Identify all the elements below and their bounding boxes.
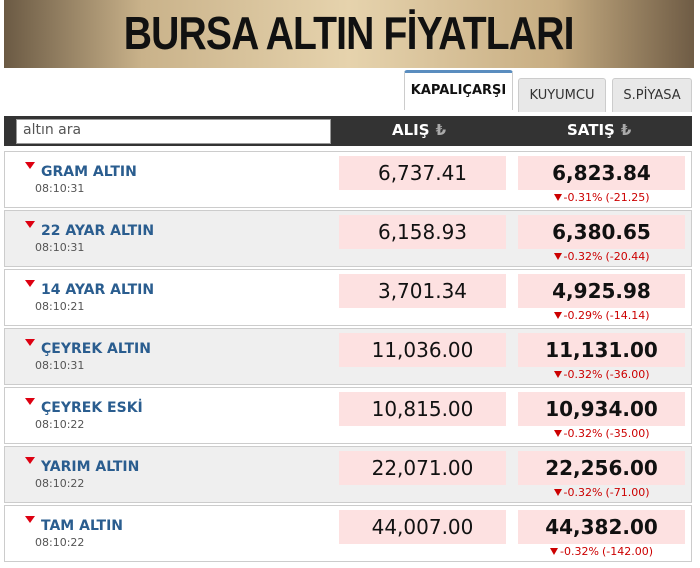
sell-header: SATIŞ ₺	[567, 121, 631, 139]
buy-price: 6,737.41	[339, 156, 506, 190]
down-arrow	[25, 280, 35, 287]
down-arrow	[25, 457, 35, 464]
down-arrow	[25, 516, 35, 523]
price-row[interactable]: ÇEYREK ALTIN 08:10:31 11,036.00 11,131.00 -0…	[4, 328, 692, 385]
update-time: 08:10:31	[35, 182, 85, 195]
change-amount: (-142.00)	[601, 545, 653, 558]
change-amount: (-71.00)	[605, 486, 650, 499]
change-amount: (-35.00)	[605, 427, 650, 440]
price-row[interactable]: TAM ALTIN 08:10:22 44,007.00 44,382.00 -0.32…	[4, 505, 692, 562]
change: -0.31% (-21.25)	[518, 191, 685, 204]
gold-name[interactable]: TAM ALTIN	[41, 518, 124, 534]
buy-price: 6,158.93	[339, 215, 506, 249]
down-arrow	[25, 221, 35, 228]
buy-label: ALIŞ	[392, 121, 430, 139]
change: -0.32% (-71.00)	[518, 486, 685, 499]
update-time: 08:10:22	[35, 418, 85, 431]
sell-price: 22,256.00	[518, 451, 685, 485]
change: -0.32% (-20.44)	[518, 250, 685, 263]
price-row[interactable]: 22 AYAR ALTIN 08:10:31 6,158.93 6,380.65 -0.…	[4, 210, 692, 267]
change: -0.32% (-36.00)	[518, 368, 685, 381]
page-title: BURSA ALTIN FİYATLARI	[124, 7, 575, 59]
buy-header: ALIŞ ₺	[392, 121, 446, 139]
change-arrow	[553, 371, 562, 378]
change-amount: (-20.44)	[605, 250, 650, 263]
down-arrow	[25, 398, 35, 405]
sell-price: 6,823.84	[518, 156, 685, 190]
gold-name[interactable]: 14 AYAR ALTIN	[41, 282, 155, 298]
sell-price: 6,380.65	[518, 215, 685, 249]
update-time: 08:10:22	[35, 477, 85, 490]
down-arrow	[25, 162, 35, 169]
change-percent: -0.31%	[563, 191, 603, 204]
currency-icon: ₺	[620, 121, 632, 139]
change: -0.32% (-142.00)	[518, 545, 685, 558]
change-amount: (-14.14)	[605, 309, 650, 322]
price-row[interactable]: GRAM ALTIN 08:10:31 6,737.41 6,823.84 -0.31%…	[4, 151, 692, 208]
change-percent: -0.32%	[563, 427, 603, 440]
change-arrow	[553, 194, 562, 201]
gold-name[interactable]: 22 AYAR ALTIN	[41, 223, 155, 239]
buy-price: 3,701.34	[339, 274, 506, 308]
gold-name[interactable]: ÇEYREK ESKİ	[41, 400, 143, 416]
update-time: 08:10:21	[35, 300, 85, 313]
sell-price: 44,382.00	[518, 510, 685, 544]
price-row[interactable]: 14 AYAR ALTIN 08:10:21 3,701.34 4,925.98 -0.…	[4, 269, 692, 326]
change: -0.32% (-35.00)	[518, 427, 685, 440]
tab[interactable]: S.PİYASA	[612, 78, 692, 112]
update-time: 08:10:31	[35, 241, 85, 254]
table-header: altın ara ALIŞ ₺ SATIŞ ₺	[4, 116, 692, 146]
currency-icon: ₺	[435, 121, 446, 139]
down-arrow	[25, 339, 35, 346]
change-amount: (-21.25)	[605, 191, 650, 204]
gold-name[interactable]: ÇEYREK ALTIN	[41, 341, 151, 357]
sell-price: 10,934.00	[518, 392, 685, 426]
search-input[interactable]: altın ara	[16, 119, 331, 144]
change-arrow	[550, 548, 559, 555]
price-row[interactable]: YARIM ALTIN 08:10:22 22,071.00 22,256.00 -0.…	[4, 446, 692, 503]
change-percent: -0.32%	[560, 545, 599, 558]
change-arrow	[553, 253, 562, 260]
sell-price: 11,131.00	[518, 333, 685, 367]
change-amount: (-36.00)	[605, 368, 650, 381]
buy-price: 44,007.00	[339, 510, 506, 544]
buy-price: 11,036.00	[339, 333, 506, 367]
update-time: 08:10:22	[35, 536, 85, 549]
change-arrow	[553, 430, 562, 437]
buy-price: 22,071.00	[339, 451, 506, 485]
sell-price: 4,925.98	[518, 274, 685, 308]
buy-price: 10,815.00	[339, 392, 506, 426]
change: -0.29% (-14.14)	[518, 309, 685, 322]
price-row[interactable]: ÇEYREK ESKİ 08:10:22 10,815.00 10,934.00 -0.…	[4, 387, 692, 444]
banner: BURSA ALTIN FİYATLARI	[4, 0, 694, 68]
tab[interactable]: KAPALIÇARŞI	[404, 70, 513, 110]
change-percent: -0.32%	[563, 250, 603, 263]
change-percent: -0.32%	[563, 368, 603, 381]
change-percent: -0.29%	[563, 309, 603, 322]
sell-label: SATIŞ	[567, 121, 615, 139]
change-arrow	[553, 312, 562, 319]
change-arrow	[553, 489, 562, 496]
gold-name[interactable]: GRAM ALTIN	[41, 164, 137, 180]
gold-name[interactable]: YARIM ALTIN	[41, 459, 140, 475]
change-percent: -0.32%	[563, 486, 603, 499]
update-time: 08:10:31	[35, 359, 85, 372]
tab[interactable]: KUYUMCU	[518, 78, 606, 112]
